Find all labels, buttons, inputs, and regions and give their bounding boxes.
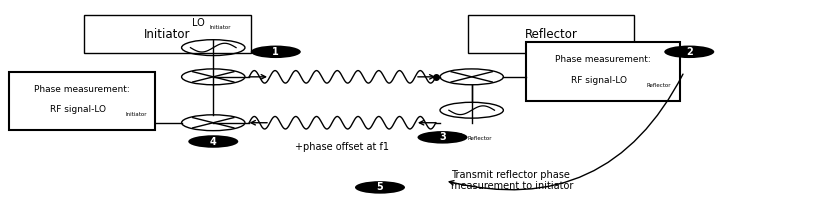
Text: 5: 5 xyxy=(377,182,383,192)
Text: 1: 1 xyxy=(272,47,279,57)
Text: Reflector: Reflector xyxy=(646,83,671,88)
Circle shape xyxy=(418,131,468,144)
Text: Initiator: Initiator xyxy=(144,28,190,41)
Text: 2: 2 xyxy=(686,47,692,57)
Text: RF signal-LO: RF signal-LO xyxy=(571,76,627,85)
Text: Phase measurement:: Phase measurement: xyxy=(555,55,650,64)
Circle shape xyxy=(355,181,405,194)
FancyBboxPatch shape xyxy=(468,15,635,53)
FancyBboxPatch shape xyxy=(526,42,680,101)
Text: Reflector: Reflector xyxy=(524,28,577,41)
Text: Initiator: Initiator xyxy=(209,25,230,30)
Text: Phase measurement:: Phase measurement: xyxy=(34,85,130,94)
Text: Reflector: Reflector xyxy=(468,136,492,141)
Text: Initiator: Initiator xyxy=(125,112,147,117)
Circle shape xyxy=(250,46,301,58)
Text: LO: LO xyxy=(192,18,205,28)
Text: RF signal-LO: RF signal-LO xyxy=(50,105,106,114)
FancyBboxPatch shape xyxy=(84,15,250,53)
Circle shape xyxy=(665,46,714,58)
Circle shape xyxy=(188,135,238,148)
Text: Transmit reflector phase: Transmit reflector phase xyxy=(451,170,569,180)
Text: 3: 3 xyxy=(439,132,446,142)
Text: 4: 4 xyxy=(210,136,216,147)
FancyBboxPatch shape xyxy=(9,72,155,130)
Text: LO: LO xyxy=(451,133,463,143)
Text: +phase offset at f1: +phase offset at f1 xyxy=(296,142,389,152)
Text: measurement to initiator: measurement to initiator xyxy=(451,181,573,191)
